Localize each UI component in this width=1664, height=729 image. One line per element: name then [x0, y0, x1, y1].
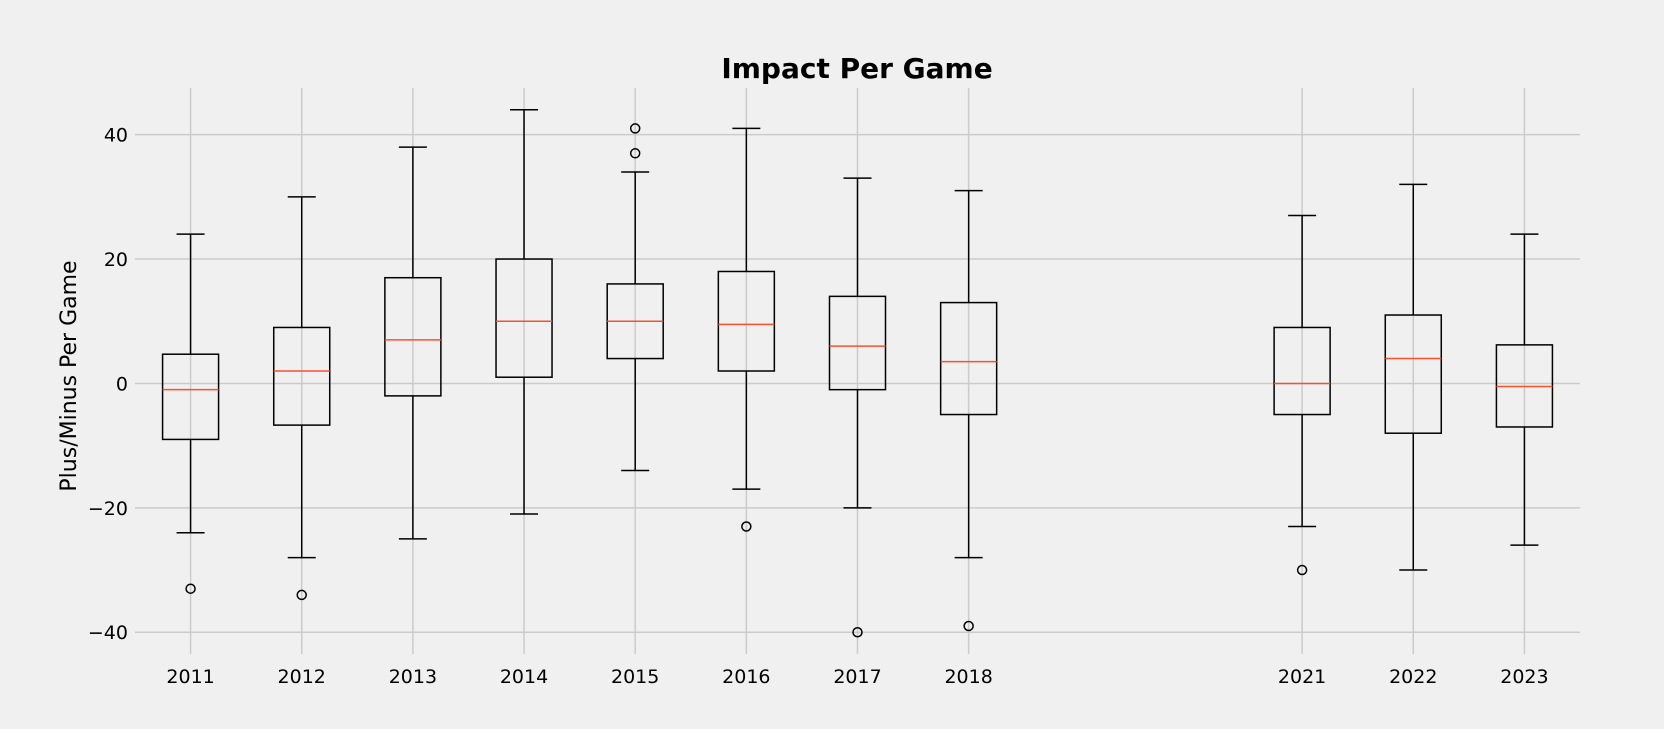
x-tick-label: 2014: [500, 666, 548, 688]
x-tick-label: 2022: [1389, 666, 1437, 688]
box-2018: [939, 189, 998, 632]
y-tick-label: 40: [104, 125, 128, 147]
x-tick-label: 2011: [166, 666, 214, 688]
x-tick-label: 2023: [1500, 666, 1548, 688]
iqr-box: [1384, 314, 1443, 434]
x-tick-label: 2016: [722, 666, 770, 688]
box-2011: [161, 233, 220, 594]
x-tick-label: 2015: [611, 666, 659, 688]
x-tick-label: 2021: [1278, 666, 1326, 688]
iqr-box: [828, 295, 887, 391]
outlier-point: [296, 589, 307, 601]
x-tick-label: 2017: [833, 666, 881, 688]
box-2013: [384, 146, 442, 540]
iqr-box: [1273, 326, 1331, 416]
outlier-point: [185, 583, 196, 594]
y-tick-label: −40: [88, 622, 128, 644]
box-2016: [717, 127, 776, 532]
box-2021: [1273, 214, 1331, 576]
box-2012: [272, 196, 331, 601]
y-tick-label: −20: [88, 498, 128, 520]
outlier-point: [629, 148, 641, 159]
box-2023: [1495, 233, 1554, 546]
axis-ticks: −40 −20 0 20 40 2011 2012 2013 2014 2015 2016 2017 2…: [88, 125, 1549, 688]
box-2022: [1384, 183, 1443, 571]
y-axis-label: Plus/Minus Per Game: [57, 260, 82, 491]
box-2015: [606, 123, 664, 472]
x-tick-label: 2018: [944, 666, 992, 688]
box-series: [161, 109, 1554, 638]
iqr-box: [272, 326, 331, 426]
iqr-box: [384, 276, 442, 397]
iqr-box: [495, 258, 553, 378]
outlier-point: [852, 626, 863, 638]
y-tick-label: 0: [116, 373, 128, 395]
chart-title: Impact Per Game: [721, 52, 992, 85]
x-tick-label: 2012: [278, 666, 326, 688]
iqr-box: [939, 301, 998, 416]
iqr-box: [717, 270, 776, 372]
iqr-box: [161, 353, 220, 441]
outlier-point: [1296, 564, 1308, 576]
y-tick-label: 20: [104, 249, 128, 271]
box-2014: [495, 109, 553, 515]
box-2017: [828, 177, 887, 638]
outlier-point: [629, 123, 641, 134]
outlier-point: [963, 620, 974, 632]
x-tick-label: 2013: [389, 666, 437, 688]
outlier-point: [741, 521, 752, 532]
